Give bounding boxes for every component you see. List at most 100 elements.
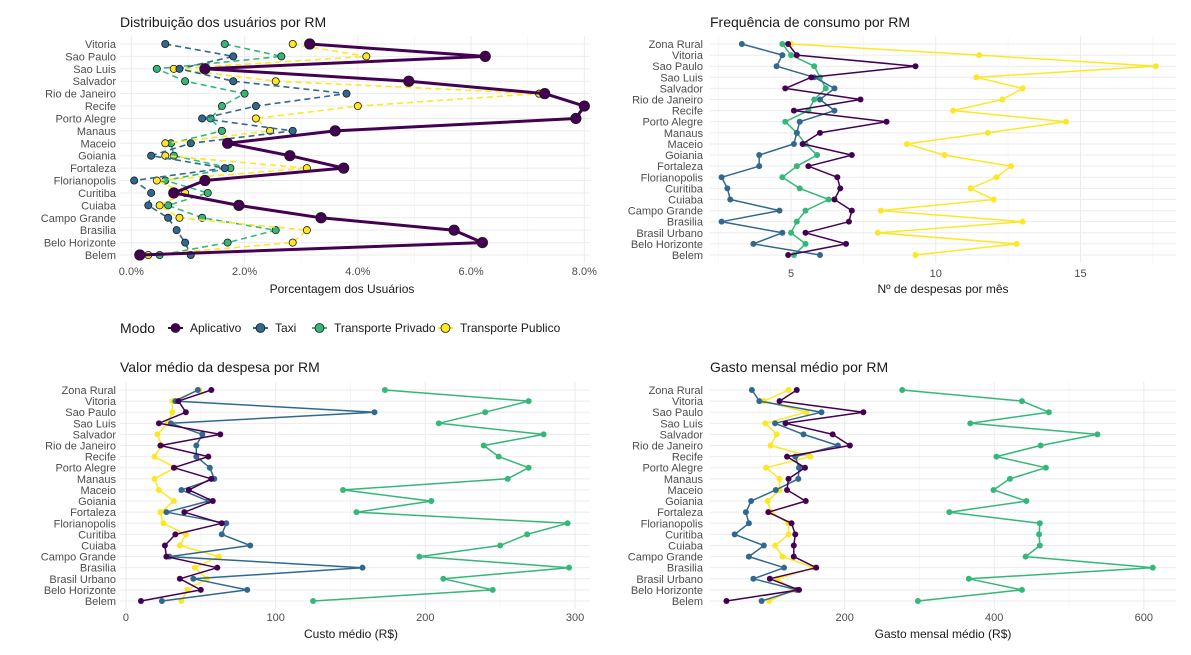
x-tick-label: 15 [1074, 268, 1086, 280]
category-label-porto-alegre: Porto Alegre [55, 463, 116, 475]
data-point-aplicativo-maceio [185, 486, 192, 493]
data-point-taxi-rio-de-janeiro [193, 442, 200, 449]
data-point-aplicativo-belo-horizonte [476, 236, 489, 249]
data-point-transporte-publico-porto-alegre [763, 464, 770, 471]
data-point-transporte-privado-curitiba [796, 185, 803, 192]
data-point-transporte-privado-rio-de-janeiro [1037, 442, 1044, 449]
data-point-taxi-goiania [756, 152, 763, 159]
data-point-aplicativo-curitiba [792, 531, 799, 538]
data-point-taxi-sao-luis [772, 420, 779, 427]
data-point-transporte-publico-porto-alegre [251, 114, 260, 123]
data-point-transporte-privado-sao-paulo [482, 409, 489, 416]
data-point-transporte-privado-florianopolis [564, 520, 571, 527]
category-label-campo-grande: Campo Grande [628, 552, 703, 564]
series-taxi [130, 40, 351, 259]
data-point-aplicativo-recife [578, 100, 590, 112]
data-point-aplicativo-salvador [782, 85, 789, 92]
x-tick-label: 2.0% [232, 266, 257, 278]
data-point-taxi-sao-luis [175, 64, 184, 73]
data-point-taxi-brasilia [781, 564, 788, 571]
data-point-taxi-cuiaba [247, 542, 254, 549]
data-point-taxi-salvador [800, 431, 807, 438]
data-point-transporte-privado-vitoria [220, 40, 229, 49]
data-point-aplicativo-brasil-urbano [176, 575, 183, 582]
data-point-transporte-publico-salvador [154, 431, 161, 438]
category-label-vitoria: Vitoria [85, 39, 117, 51]
data-point-taxi-cuiaba [760, 542, 767, 549]
gridlines [710, 382, 1176, 609]
data-point-transporte-privado-recife [993, 453, 1000, 460]
category-label-fortaleza: Fortaleza [70, 507, 117, 519]
data-point-taxi-goiania [147, 151, 156, 160]
x-tick-label: 600 [1135, 612, 1153, 624]
category-label-cuiaba: Cuiaba [668, 194, 704, 206]
data-point-transporte-publico-recife [353, 102, 362, 111]
x-tick-label: 200 [416, 612, 434, 624]
data-point-transporte-privado-cuiaba [497, 542, 504, 549]
legend-title: Modo [120, 320, 155, 336]
x-tick-label: 10 [930, 268, 942, 280]
data-point-taxi-florianopolis [130, 176, 139, 185]
series-aplicativo [782, 41, 919, 258]
data-point-aplicativo-vitoria [793, 52, 800, 59]
category-label-porto-alegre: Porto Alegre [55, 113, 116, 125]
data-point-transporte-privado-vitoria [788, 52, 795, 59]
data-point-taxi-recife [193, 453, 200, 460]
data-point-transporte-publico-goiania [941, 152, 948, 159]
legend-marker [440, 323, 451, 333]
data-point-aplicativo-brasil-urbano [802, 229, 809, 236]
data-point-transporte-privado-curitiba [524, 531, 531, 538]
data-point-transporte-privado-salvador [822, 85, 829, 92]
series-aplicativo [137, 387, 225, 604]
data-point-transporte-privado-porto-alegre [782, 118, 789, 125]
series-line-aplicativo [726, 389, 865, 602]
data-point-taxi-florianopolis [745, 520, 752, 527]
data-point-transporte-privado-sao-luis [967, 420, 974, 427]
data-point-transporte-publico-rio-de-janeiro [767, 442, 774, 449]
data-point-transporte-privado-sao-luis [435, 420, 442, 427]
data-point-transporte-privado-manaus [1006, 475, 1013, 482]
category-label-rio-de-janeiro: Rio de Janeiro [45, 441, 116, 453]
data-point-transporte-privado-salvador [1094, 431, 1101, 438]
data-point-aplicativo-manaus [816, 129, 823, 136]
data-point-aplicativo-manaus [785, 475, 792, 482]
data-point-taxi-fortaleza [742, 509, 749, 516]
data-point-transporte-privado-cuiaba [1036, 542, 1043, 549]
category-label-porto-alegre: Porto Alegre [642, 463, 703, 475]
data-point-transporte-privado-zona-rural [381, 387, 388, 393]
data-point-taxi-porto-alegre [796, 464, 803, 471]
series-transporte-privado [310, 387, 573, 604]
data-point-taxi-vitoria [756, 398, 763, 405]
category-label-manaus: Manaus [77, 126, 117, 138]
data-point-transporte-privado-maceio [990, 486, 997, 493]
category-label-rio-de-janeiro: Rio de Janeiro [632, 441, 703, 453]
data-point-taxi-salvador [229, 77, 238, 86]
data-point-aplicativo-brasil-urbano [766, 575, 773, 582]
data-point-transporte-publico-manaus [776, 475, 783, 482]
data-point-transporte-publico-recife [807, 453, 814, 460]
data-point-taxi-florianopolis [223, 520, 230, 527]
data-point-transporte-privado-belem [310, 598, 317, 604]
data-point-transporte-privado-maceio [340, 486, 347, 493]
data-point-transporte-privado-salvador [181, 77, 190, 86]
data-point-taxi-curitiba [218, 531, 225, 538]
data-point-aplicativo-belo-horizonte [796, 586, 803, 593]
data-point-taxi-campo-grande [164, 213, 173, 222]
data-point-transporte-privado-manaus [217, 126, 226, 135]
data-point-aplicativo-florianopolis [834, 174, 841, 181]
data-point-aplicativo-sao-paulo [479, 50, 491, 63]
data-point-taxi-recife [831, 107, 838, 114]
data-point-taxi-maceio [790, 140, 797, 147]
category-label-brasilia: Brasilia [80, 563, 117, 575]
data-point-transporte-privado-recife [495, 453, 502, 460]
data-point-transporte-privado-curitiba [1036, 531, 1043, 538]
category-label-sao-paulo: Sao Paulo [65, 407, 116, 419]
category-label-belo-horizonte: Belo Horizonte [631, 239, 703, 251]
x-tick-label: 4.0% [345, 266, 370, 278]
category-label-maceio: Maceio [81, 138, 116, 150]
data-point-taxi-maceio [772, 486, 779, 493]
data-point-aplicativo-recife [784, 453, 791, 460]
category-label-manaus: Manaus [77, 474, 117, 486]
